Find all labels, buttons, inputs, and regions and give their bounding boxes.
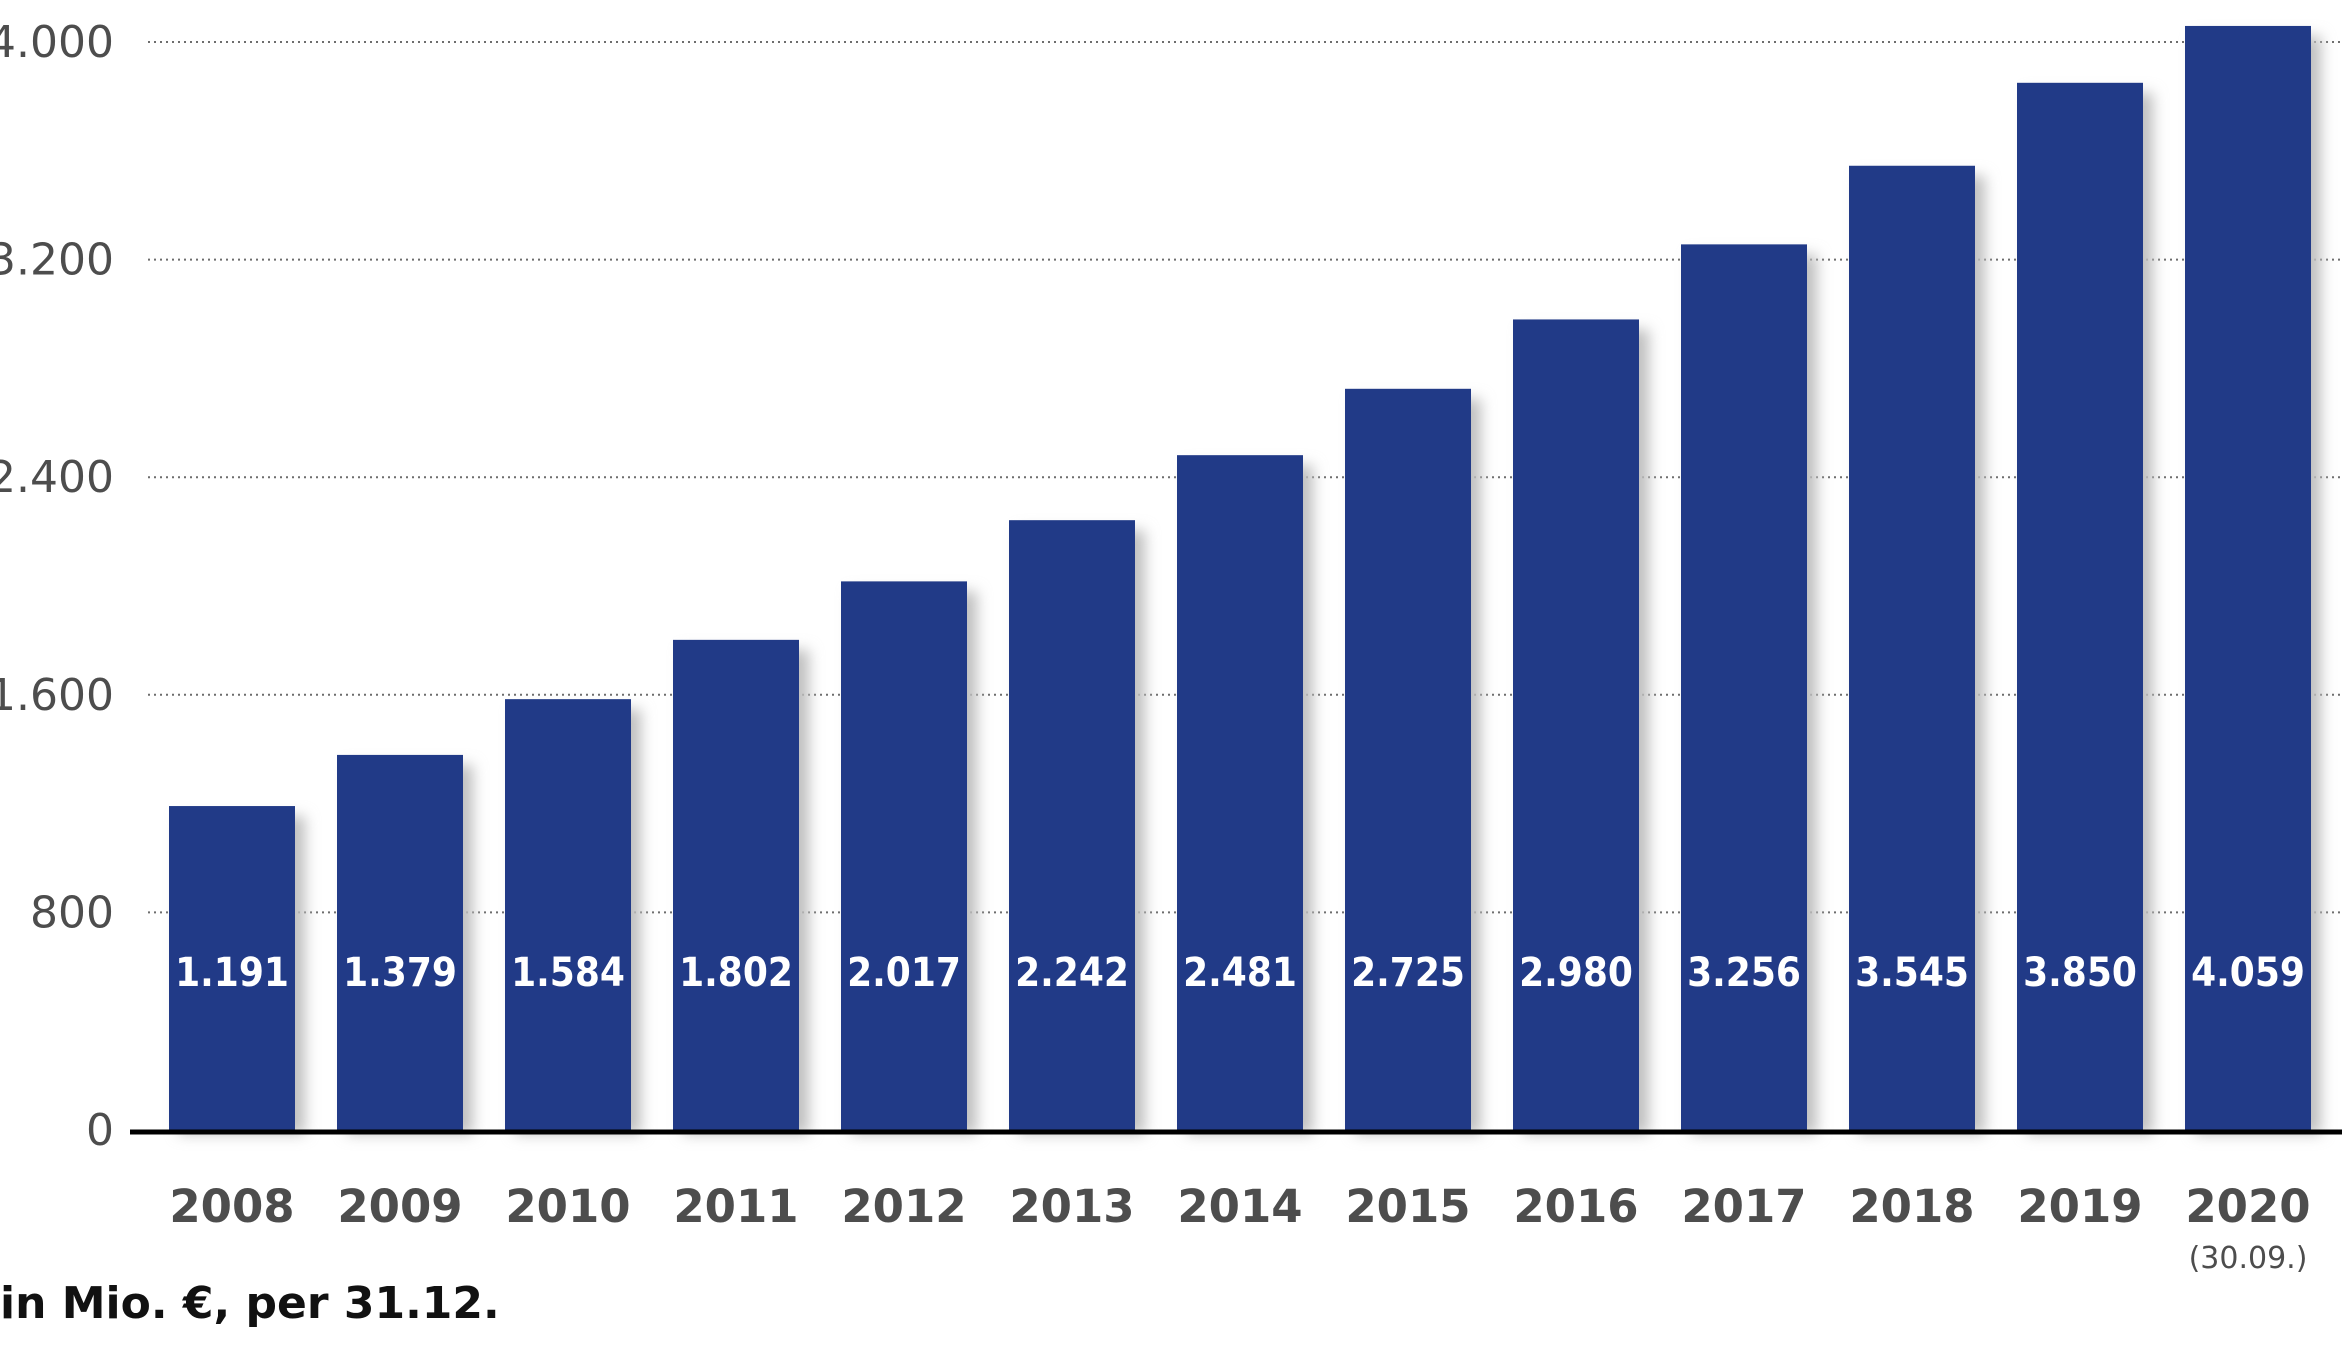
bar-2012 [841,581,967,1130]
value-label: 3.850 [2023,950,2137,996]
x-tick-label: 2009 [337,1180,462,1233]
x-tick-label: 2011 [673,1180,798,1233]
bar-2016 [1513,319,1639,1130]
x-tick-label: 2013 [1009,1180,1134,1233]
x-tick-label: 2017 [1681,1180,1806,1233]
x-tick-label: 2020 [2185,1180,2310,1233]
y-tick-label: 1.600 [0,670,114,721]
bar-2020 [2185,25,2311,1130]
bar-2009 [337,754,463,1130]
bar-2008 [169,806,295,1130]
x-tick-label: 2008 [169,1180,294,1233]
bar-2017 [1681,244,1807,1131]
bar-2019 [2017,82,2143,1130]
bar-2010 [505,699,631,1130]
y-tick-label: 800 [30,887,114,938]
labels: 0 800 1.600 2.400 3.200 4.000 1.191 2008 1.379 20… [0,17,2311,1276]
x-tick-label: 2014 [1177,1180,1302,1233]
x-tick-label: 2018 [1849,1180,1974,1233]
value-label: 2.242 [1015,950,1129,996]
value-label: 2.725 [1351,950,1465,996]
value-label: 1.584 [511,950,625,996]
bar-2015 [1345,388,1471,1130]
y-tick-label: 3.200 [0,235,114,286]
x-tick-sublabel: (30.09.) [2189,1241,2308,1276]
y-tick-label: 4.000 [0,17,114,68]
x-tick-label: 2016 [1513,1180,1638,1233]
bars [169,25,2311,1131]
chart-footnote: in Mio. €, per 31.12. [0,1278,500,1329]
x-tick-label: 2015 [1345,1180,1470,1233]
x-tick-label: 2012 [841,1180,966,1233]
bar-2013 [1009,520,1135,1130]
bar-2018 [1849,165,1975,1130]
value-label: 1.379 [343,950,457,996]
bar-2011 [673,639,799,1130]
value-label: 2.980 [1519,950,1633,996]
x-tick-label: 2019 [2017,1180,2142,1233]
value-label: 3.545 [1855,950,1969,996]
value-label: 4.059 [2191,950,2305,996]
value-label: 2.017 [847,950,961,996]
value-label: 2.481 [1183,950,1297,996]
x-tick-label: 2010 [505,1180,630,1233]
y-tick-label: 0 [86,1105,114,1156]
bar-2014 [1177,455,1303,1131]
value-label: 1.191 [175,950,289,996]
value-label: 3.256 [1687,950,1801,996]
value-label: 1.802 [679,950,793,996]
y-tick-label: 2.400 [0,452,114,503]
